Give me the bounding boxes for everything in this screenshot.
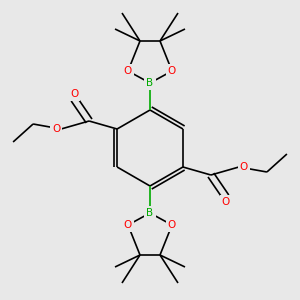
Text: O: O bbox=[168, 66, 176, 76]
Text: B: B bbox=[146, 208, 154, 218]
Text: O: O bbox=[168, 220, 176, 230]
Text: O: O bbox=[70, 89, 78, 99]
Text: O: O bbox=[124, 220, 132, 230]
Text: B: B bbox=[146, 78, 154, 88]
Text: O: O bbox=[124, 66, 132, 76]
Text: O: O bbox=[52, 124, 60, 134]
Text: O: O bbox=[222, 197, 230, 207]
Text: O: O bbox=[240, 162, 248, 172]
